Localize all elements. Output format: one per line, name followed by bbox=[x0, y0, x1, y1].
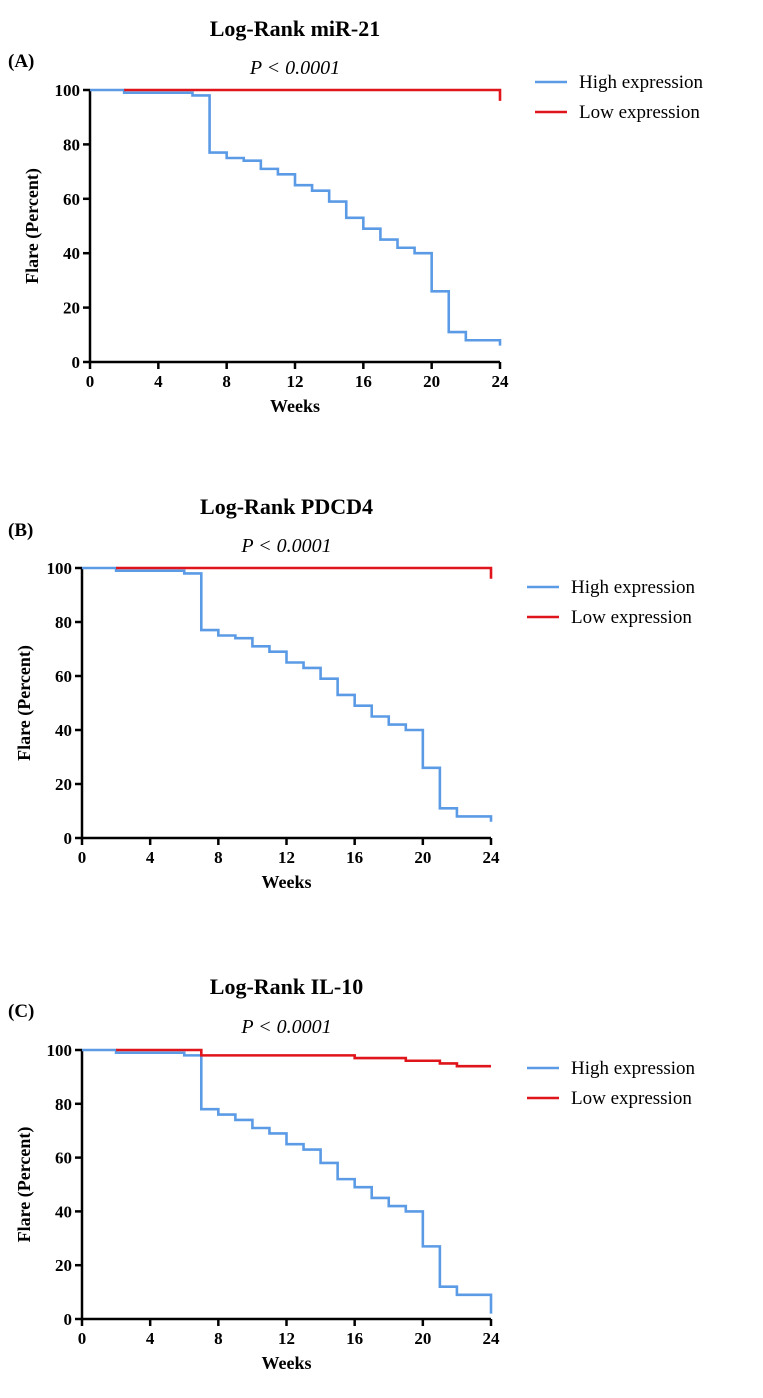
legend-label: High expression bbox=[579, 72, 704, 93]
x-tick-label: 12 bbox=[278, 848, 295, 867]
chart-title: Log-Rank miR-21 bbox=[210, 16, 381, 41]
panel-c: Log-Rank IL-10 (C) P < 0.0001 0 20 40 60 80 100 0… bbox=[0, 958, 763, 1398]
y-tick-label: 40 bbox=[63, 244, 80, 263]
series-line-0 bbox=[82, 1048, 493, 1314]
chart-svg: Log-Rank PDCD4 (B) P < 0.0001 0 20 40 60 80 100 0… bbox=[8, 494, 696, 892]
x-tick-label: 4 bbox=[146, 1329, 155, 1348]
x-tick-label: 0 bbox=[78, 848, 87, 867]
x-tick-label: 16 bbox=[346, 1329, 363, 1348]
panel-label: (A) bbox=[8, 51, 34, 72]
y-tick-label: 60 bbox=[55, 1149, 72, 1168]
series-line-0 bbox=[90, 88, 502, 346]
x-tick-label: 24 bbox=[483, 1329, 501, 1348]
p-value-annotation: P < 0.0001 bbox=[249, 57, 340, 79]
y-tick-label: 20 bbox=[55, 775, 72, 794]
p-value-annotation: P < 0.0001 bbox=[240, 1016, 331, 1038]
series-line-1 bbox=[116, 1048, 491, 1068]
y-tick-label: 80 bbox=[63, 135, 80, 154]
chart-svg: Log-Rank IL-10 (C) P < 0.0001 0 20 40 60 80 100 0… bbox=[8, 974, 696, 1373]
chart-title: Log-Rank PDCD4 bbox=[200, 494, 373, 519]
y-tick-label: 80 bbox=[55, 613, 72, 632]
y-tick-label: 100 bbox=[47, 1041, 73, 1060]
y-tick-label: 20 bbox=[55, 1256, 72, 1275]
panel-a: Log-Rank miR-21 (A) P < 0.0001 0 20 40 60 80 100… bbox=[0, 0, 763, 440]
legend-label: Low expression bbox=[571, 1088, 692, 1109]
x-tick-label: 20 bbox=[414, 1329, 431, 1348]
x-tick-label: 20 bbox=[414, 848, 431, 867]
panel-label: (C) bbox=[8, 1001, 34, 1022]
x-tick-label: 8 bbox=[214, 1329, 223, 1348]
panel-label: (B) bbox=[8, 520, 33, 541]
y-tick-label: 60 bbox=[55, 667, 72, 686]
x-tick-label: 16 bbox=[346, 848, 363, 867]
y-tick-label: 40 bbox=[55, 1202, 72, 1221]
x-tick-label: 8 bbox=[214, 848, 223, 867]
x-tick-label: 8 bbox=[222, 372, 231, 391]
y-axis-title: Flare (Percent) bbox=[14, 645, 35, 761]
y-tick-label: 0 bbox=[72, 353, 81, 372]
series-line-1 bbox=[124, 88, 502, 101]
y-tick-label: 100 bbox=[47, 559, 73, 578]
y-tick-label: 40 bbox=[55, 721, 72, 740]
x-tick-label: 12 bbox=[278, 1329, 295, 1348]
x-axis-title: Weeks bbox=[261, 872, 311, 892]
legend-label: Low expression bbox=[579, 102, 700, 123]
chart-title: Log-Rank IL-10 bbox=[210, 974, 363, 999]
x-tick-label: 4 bbox=[146, 848, 155, 867]
y-tick-label: 100 bbox=[55, 81, 81, 100]
y-axis-title: Flare (Percent) bbox=[22, 168, 43, 284]
y-tick-label: 20 bbox=[63, 299, 80, 318]
panel-b: Log-Rank PDCD4 (B) P < 0.0001 0 20 40 60 80 100 0… bbox=[0, 478, 763, 918]
x-tick-label: 12 bbox=[287, 372, 304, 391]
x-tick-label: 24 bbox=[483, 848, 501, 867]
series-line-0 bbox=[82, 566, 493, 822]
legend-label: High expression bbox=[571, 1058, 696, 1079]
series-line-1 bbox=[116, 566, 493, 579]
x-tick-label: 4 bbox=[154, 372, 163, 391]
x-tick-label: 16 bbox=[355, 372, 372, 391]
y-tick-label: 60 bbox=[63, 190, 80, 209]
y-axis-title: Flare (Percent) bbox=[14, 1127, 35, 1243]
x-tick-label: 0 bbox=[78, 1329, 87, 1348]
y-tick-label: 0 bbox=[64, 1310, 73, 1329]
p-value-annotation: P < 0.0001 bbox=[240, 535, 331, 557]
x-tick-label: 20 bbox=[423, 372, 440, 391]
y-tick-label: 0 bbox=[64, 829, 73, 848]
x-tick-label: 0 bbox=[86, 372, 95, 391]
x-axis-title: Weeks bbox=[261, 1353, 311, 1373]
x-axis-title: Weeks bbox=[270, 396, 320, 416]
legend-label: High expression bbox=[571, 577, 696, 598]
x-tick-label: 24 bbox=[492, 372, 510, 391]
chart-svg: Log-Rank miR-21(A) P < 0.0001020406080100… bbox=[8, 16, 704, 416]
y-tick-label: 80 bbox=[55, 1095, 72, 1114]
legend-label: Low expression bbox=[571, 607, 692, 628]
